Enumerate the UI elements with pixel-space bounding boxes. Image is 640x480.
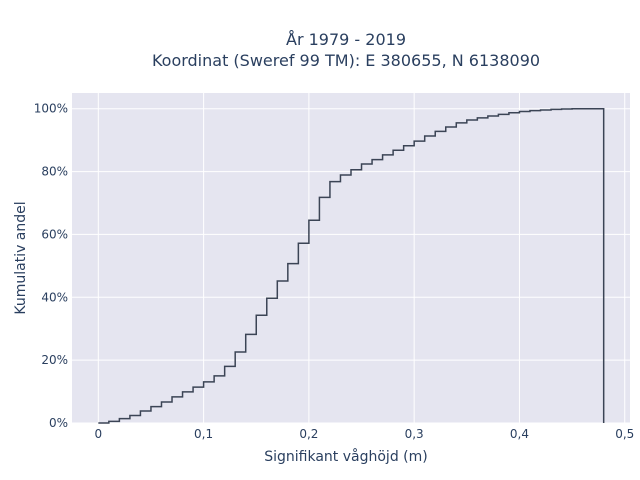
chart-title-line2: Koordinat (Sweref 99 TM): E 380655, N 61…: [152, 51, 540, 70]
x-axis-title: Signifikant våghöjd (m): [264, 448, 427, 465]
x-tick-label: 0,1: [194, 427, 213, 441]
x-tick-label: 0,3: [405, 427, 424, 441]
y-axis-ticks: 0% 20% 40% 60% 80% 100%: [34, 102, 68, 430]
plot-area: [72, 93, 630, 423]
chart-title-line1: År 1979 - 2019: [286, 30, 406, 49]
y-tick-label: 100%: [34, 102, 68, 116]
x-tick-label: 0,4: [510, 427, 529, 441]
series-group: [98, 107, 605, 424]
y-tick-label: 20%: [41, 353, 68, 367]
y-tick-label: 80%: [41, 165, 68, 179]
x-tick-label: 0,5: [615, 427, 634, 441]
y-tick-label: 40%: [41, 290, 68, 304]
x-tick-label: 0,2: [299, 427, 318, 441]
x-tick-label: 0: [95, 427, 103, 441]
y-axis-title: Kumulativ andel: [13, 201, 29, 314]
y-tick-label: 60%: [41, 227, 68, 241]
series-line: [98, 107, 605, 424]
y-tick-label: 0%: [49, 416, 68, 430]
x-axis-ticks: 0 0,1 0,2 0,3 0,4 0,5: [95, 427, 635, 441]
